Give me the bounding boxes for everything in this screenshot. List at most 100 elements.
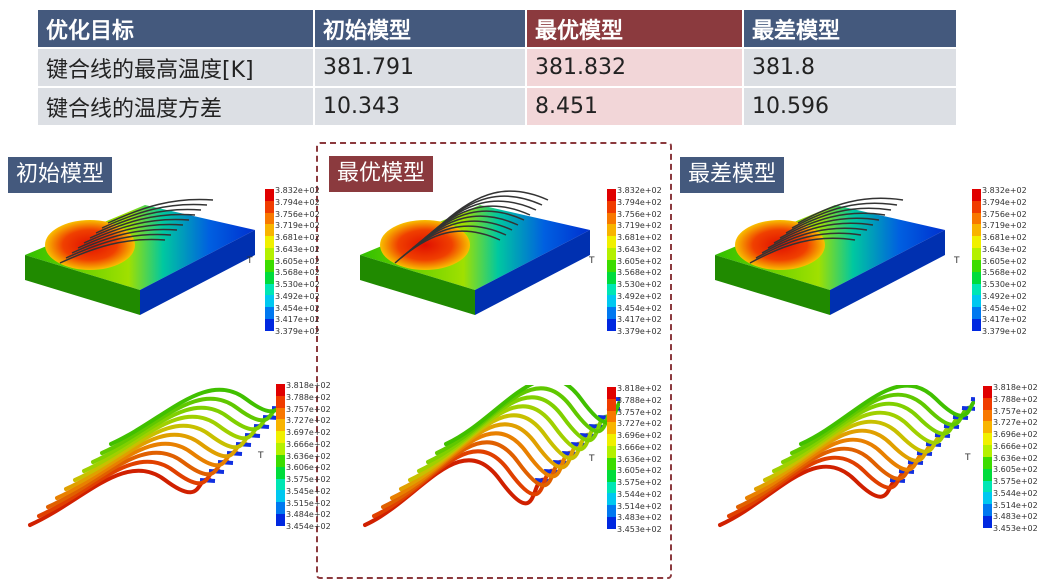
- colorbar-tick-label: 3.666e+02: [617, 442, 662, 452]
- colorbar-tick-label: 3.530e+02: [275, 280, 320, 289]
- bond-wire: [773, 217, 880, 244]
- colorbar-tick-label: 3.454e+02: [286, 522, 331, 531]
- colorbar-title: T: [954, 256, 960, 266]
- substrate-side: [140, 230, 255, 315]
- colorbar-tick-label: 3.568e+02: [982, 268, 1027, 278]
- best-model-highlight-box: [316, 142, 672, 579]
- colorbar-tick-label: 3.514e+02: [993, 500, 1038, 510]
- colorbar-tick-label: 3.453e+02: [993, 524, 1038, 533]
- temperature-colorbar: 3.832e+02 3.794e+02 3.756e+02 3.719e+02 3.68…: [589, 186, 667, 336]
- colorbar-tick-label: 3.492e+02: [275, 291, 320, 301]
- colorbar-tick-label: 3.643e+02: [275, 244, 320, 254]
- table-header-row: 优化目标 初始模型 最优模型 最差模型: [38, 10, 958, 47]
- colorbar-tick-label: 3.666e+02: [286, 439, 331, 449]
- table-cell: 键合线的温度方差: [38, 88, 315, 125]
- substrate-front: [715, 255, 830, 315]
- colorbar-tick-label: 3.757e+02: [286, 404, 331, 414]
- colorbar-tick-label: 3.818e+02: [286, 381, 331, 390]
- colorbar-tick-label: 3.544e+02: [993, 488, 1038, 498]
- colorbar-tick-label: 3.605e+02: [982, 256, 1027, 266]
- colorbar-tick-label: 3.756e+02: [982, 209, 1027, 219]
- colorbar-tick-label: 3.719e+02: [617, 221, 662, 231]
- colorbar-tick-label: 3.832e+02: [982, 186, 1027, 195]
- colorbar-tick-label: 3.757e+02: [617, 407, 662, 417]
- colorbar-tick-label: 3.681e+02: [982, 233, 1027, 242]
- table-cell: 10.596: [744, 88, 958, 125]
- colorbar-tick-label: 3.379e+02: [617, 327, 662, 336]
- colorbar-tick-label: 3.568e+02: [275, 268, 320, 278]
- bond-wire: [101, 203, 208, 229]
- colorbar-tick-label: 3.515e+02: [286, 498, 331, 508]
- bond-wire: [767, 222, 874, 249]
- bond-wire: [363, 458, 547, 527]
- colorbar-tick-label: 3.666e+02: [993, 441, 1038, 451]
- panel-label-initial: 初始模型: [8, 157, 113, 193]
- bond-wire: [442, 190, 549, 224]
- substrate-side: [475, 230, 590, 315]
- bond-wire: [95, 208, 202, 234]
- bond-wire: [785, 207, 892, 234]
- colorbar-title: T: [589, 256, 595, 266]
- colorbar-tick-label: 3.417e+02: [275, 315, 320, 325]
- substrate-front: [360, 255, 475, 315]
- table-cell: 键合线的最高温度[K]: [38, 49, 315, 86]
- colorbar-tick-label: 3.794e+02: [275, 197, 320, 207]
- colorbar-gradient: [607, 189, 616, 331]
- colorbar-tick-label: 3.794e+02: [617, 197, 662, 207]
- colorbar-tick-label: 3.575e+02: [993, 477, 1038, 486]
- colorbar-tick-label: 3.379e+02: [982, 327, 1027, 336]
- colorbar-gradient: [276, 384, 285, 526]
- colorbar-tick-label: 3.483e+02: [993, 512, 1038, 522]
- bond-wire-temperature-view: [718, 385, 975, 527]
- table-row: 键合线的最高温度[K] 381.791 381.832 381.8: [38, 49, 958, 86]
- colorbar-tick-label: 3.605e+02: [617, 466, 662, 476]
- colorbar-tick-label: 3.696e+02: [617, 431, 662, 440]
- colorbar-tick-label: 3.575e+02: [286, 475, 331, 484]
- colorbar-tick-label: 3.636e+02: [993, 453, 1038, 463]
- substrate-front: [25, 255, 140, 315]
- bond-wire: [107, 198, 214, 224]
- bond-wire: [779, 212, 886, 239]
- colorbar-tick-label: 3.492e+02: [617, 291, 662, 301]
- colorbar-tick-label: 3.818e+02: [617, 384, 662, 393]
- temperature-colorbar: 3.818e+02 3.788e+02 3.757e+02 3.727e+02 3.69…: [589, 384, 667, 534]
- colorbar-title: T: [247, 256, 253, 266]
- temperature-colorbar: 3.818e+02 3.788e+02 3.757e+02 3.727e+02 3.69…: [258, 381, 336, 531]
- colorbar-tick-label: 3.727e+02: [286, 416, 331, 426]
- bond-wire: [65, 233, 172, 259]
- bond-wire: [799, 385, 975, 446]
- bond-wire: [89, 213, 196, 239]
- colorbar-tick-label: 3.757e+02: [993, 406, 1038, 416]
- header-cell: 最差模型: [744, 10, 958, 47]
- thermal-3d-model-view: [360, 190, 590, 315]
- colorbar-title: T: [965, 453, 971, 463]
- table-row: 键合线的温度方差 10.343 8.451 10.596: [38, 88, 958, 125]
- colorbar-tick-label: 3.636e+02: [286, 451, 331, 461]
- colorbar-gradient: [607, 387, 616, 529]
- bond-wire: [71, 228, 178, 254]
- hot-spot: [735, 220, 825, 270]
- colorbar-tick-label: 3.643e+02: [617, 244, 662, 254]
- bond-wire-temperature-view: [28, 387, 285, 527]
- header-cell: 优化目标: [38, 10, 315, 47]
- colorbar-tick-label: 3.544e+02: [617, 489, 662, 499]
- wire-end: [615, 397, 620, 402]
- colorbar-tick-label: 3.417e+02: [982, 315, 1027, 325]
- bond-wire: [749, 237, 856, 264]
- colorbar-tick-label: 3.606e+02: [286, 463, 331, 473]
- table-cell: 381.791: [315, 49, 527, 86]
- colorbar-tick-label: 3.756e+02: [275, 209, 320, 219]
- colorbar-tick-label: 3.696e+02: [993, 430, 1038, 439]
- header-cell: 最优模型: [527, 10, 744, 47]
- colorbar-tick-label: 3.727e+02: [993, 418, 1038, 428]
- colorbar-tick-label: 3.605e+02: [275, 256, 320, 266]
- temperature-colorbar: 3.818e+02 3.788e+02 3.757e+02 3.727e+02 3.69…: [965, 383, 1042, 533]
- table-cell: 381.832: [527, 49, 744, 86]
- substrate-side: [830, 230, 945, 315]
- colorbar-tick-label: 3.832e+02: [617, 186, 662, 195]
- colorbar-tick-label: 3.832e+02: [275, 186, 320, 195]
- colorbar-tick-label: 3.454e+02: [617, 303, 662, 313]
- colorbar-tick-label: 3.719e+02: [982, 221, 1027, 231]
- colorbar-gradient: [265, 189, 274, 331]
- colorbar-tick-label: 3.453e+02: [617, 525, 662, 534]
